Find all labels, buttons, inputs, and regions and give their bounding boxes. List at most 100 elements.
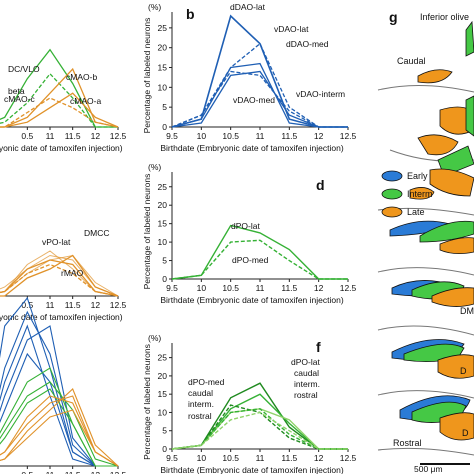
d-series-line <box>171 224 348 280</box>
section-outline <box>377 390 474 399</box>
b-y-tick-label: 20 <box>158 43 168 53</box>
olive-subnucleus-shape <box>465 95 474 137</box>
section-outline <box>377 325 474 336</box>
a-x-tick-label: 12 <box>91 131 101 141</box>
a-series-line <box>0 92 119 128</box>
b-x-tick-label: 11 <box>256 131 265 141</box>
b-y-tick-label: 5 <box>162 102 167 112</box>
a-series-line <box>0 97 119 128</box>
d-x-tick-label: 11 <box>256 283 265 293</box>
a-x-tick-label: 0.5 <box>21 131 33 141</box>
c-x-tick-label: 12.5 <box>110 300 127 310</box>
b-y-tick-label: 15 <box>158 63 168 73</box>
f-series-line <box>171 408 348 450</box>
d-y-tick-label: 15 <box>158 219 168 229</box>
a-series-label: DC/VLO <box>8 64 40 74</box>
b-series-label: vDAO-med <box>233 95 275 105</box>
rostral-label: Rostral <box>393 438 422 448</box>
a-series-label: beta <box>8 86 25 96</box>
olive-subnucleus-shape <box>439 412 474 441</box>
e-x-tick-label: 12 <box>91 470 101 474</box>
caudal-label: Caudal <box>397 56 426 66</box>
cut-label: D <box>462 428 469 438</box>
f-y-tick-label: 25 <box>158 353 168 363</box>
f-series-line <box>171 411 348 450</box>
c-series-label: vPO-lat <box>42 237 71 247</box>
c-series-line <box>0 254 119 297</box>
a-x-tick-label: 12.5 <box>110 131 127 141</box>
b-series-label: dDAO-lat <box>230 2 266 12</box>
d-y-tick-label: 5 <box>162 256 167 266</box>
panel-label-g: g <box>389 9 398 25</box>
olive-subnucleus-shape <box>419 220 474 243</box>
c-series-line <box>0 259 119 297</box>
legend-label: Late <box>407 207 425 217</box>
c-series-label: DMCC <box>84 228 110 238</box>
d-x-tick-label: 9.5 <box>166 283 178 293</box>
f-series-label: rostral <box>188 411 212 421</box>
e-x-tick-label: 12.5 <box>110 470 127 474</box>
section-outline <box>377 267 474 276</box>
b-x-label: Birthdate (Embryonic date of tamoxifen i… <box>160 143 343 153</box>
olive-subnucleus-shape <box>431 287 474 307</box>
olive-subnucleus-shape <box>417 69 453 84</box>
olive-subnucleus-shape <box>409 187 435 200</box>
olive-subnucleus-shape <box>437 354 474 379</box>
panel-label-f: f <box>316 339 321 355</box>
b-x-tick-label: 9.5 <box>166 131 178 141</box>
cut-label: D <box>460 366 467 376</box>
d-x-tick-label: 12.5 <box>340 283 357 293</box>
f-x-tick-label: 10 <box>197 453 207 463</box>
d-y-unit: (%) <box>148 162 161 172</box>
d-y-tick-label: 20 <box>158 200 168 210</box>
b-series-label: dDAO-med <box>286 39 329 49</box>
f-x-tick-label: 11 <box>256 453 265 463</box>
b-x-tick-label: 11.5 <box>281 131 297 141</box>
a-x-tick-label: 11 <box>46 131 55 141</box>
f-x-tick-label: 9.5 <box>166 453 178 463</box>
f-series-label: caudal <box>188 388 213 398</box>
c-series-line <box>0 263 119 297</box>
b-series-label: vDAO-interm <box>296 89 345 99</box>
a-x-label: ryonic date of tamoxifen injection) <box>0 143 123 153</box>
d-y-tick-label: 0 <box>162 274 167 284</box>
e-series-line <box>0 381 119 467</box>
f-x-tick-label: 12 <box>314 453 324 463</box>
d-x-tick-label: 12 <box>314 283 324 293</box>
d-x-tick-label: 11.5 <box>281 283 297 293</box>
c-x-tick-label: 11.5 <box>65 300 81 310</box>
d-series-label: dPO-lat <box>231 221 260 231</box>
c-x-label: ryonic date of tamoxifen injection) <box>0 312 123 322</box>
d-x-tick-label: 10.5 <box>222 283 239 293</box>
b-y-tick-label: 25 <box>158 23 168 33</box>
e-series-line <box>0 325 118 467</box>
f-y-tick-label: 5 <box>162 426 167 436</box>
e-x-tick-label: 0.5 <box>21 470 33 474</box>
b-x-tick-label: 12 <box>314 131 324 141</box>
d-x-label: Birthdate (Embryonic date of tamoxifen i… <box>160 295 343 305</box>
scale-bar-label: 500 μm <box>414 464 443 474</box>
b-y-tick-label: 10 <box>158 82 168 92</box>
f-series-label: caudal <box>294 368 319 378</box>
e-x-tick-label: 11.5 <box>65 470 81 474</box>
c-series-line <box>0 254 119 297</box>
f-series-label: dPO-lat <box>291 357 320 367</box>
diagram-title: Inferior olive <box>420 12 469 22</box>
b-x-tick-label: 10.5 <box>222 131 239 141</box>
b-x-tick-label: 10 <box>197 131 207 141</box>
olive-subnucleus-shape <box>429 168 474 197</box>
legend-label: Early <box>407 171 428 181</box>
a-series-label: cMAO-c <box>4 94 35 104</box>
section-outline <box>377 85 474 93</box>
legend-label: Interm <box>407 189 433 199</box>
f-y-tick-label: 20 <box>158 371 168 381</box>
b-series-line <box>171 70 348 128</box>
inferior-olive-diagram: g Inferior olive Caudal Rostral 500 μm Early I… <box>377 9 474 474</box>
b-y-tick-label: 0 <box>162 122 167 132</box>
d-series-line <box>171 239 348 280</box>
f-y-tick-label: 10 <box>158 407 168 417</box>
b-y-label: Percentage of labeled neurons <box>142 18 152 134</box>
f-x-label: Birthdate (Embryonic date of tamoxifen i… <box>160 465 343 474</box>
f-series-label: rostral <box>294 390 318 400</box>
e-x-tick-label: 11 <box>46 470 55 474</box>
